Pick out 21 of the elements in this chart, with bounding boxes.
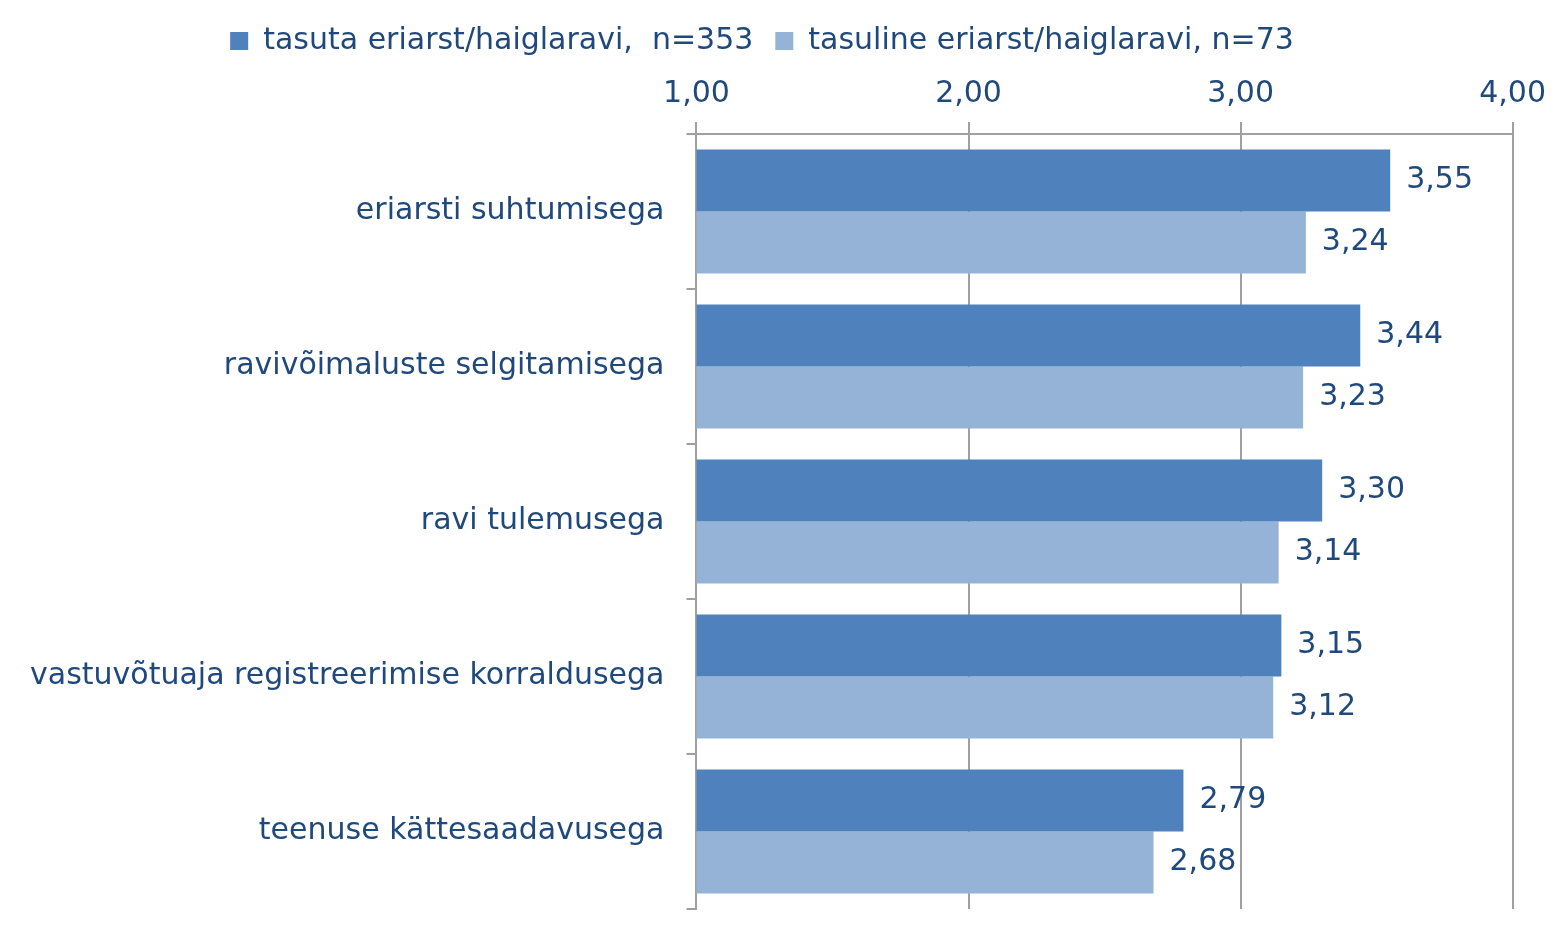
- y-tick-label: teenuse kättesaadavusega: [258, 811, 665, 847]
- y-tick-label: ravivõimaluste selgitamisega: [223, 346, 665, 382]
- y-tick-label: ravi tulemusega: [420, 501, 665, 537]
- x-tick-label: 3,00: [1207, 73, 1274, 109]
- legend-label: tasuta eriarst/haiglaravi, n=353: [263, 20, 754, 56]
- data-label: 3,24: [1321, 222, 1389, 258]
- data-label: 3,30: [1338, 470, 1405, 506]
- x-tick-label: 2,00: [935, 73, 1002, 109]
- x-tick-label: 4,00: [1479, 73, 1546, 109]
- y-tick-label: vastuvõtuaja registreerimise korraldusega: [30, 656, 665, 692]
- data-label: 2,68: [1169, 842, 1237, 878]
- data-label: 3,44: [1376, 315, 1444, 351]
- data-label: 3,55: [1406, 160, 1473, 196]
- legend-label: tasuline eriarst/haiglaravi, n=73: [808, 20, 1294, 56]
- data-label: 3,15: [1297, 625, 1365, 661]
- y-tick-label: eriarsti suhtumisega: [355, 191, 665, 227]
- data-label: 3,12: [1289, 687, 1357, 723]
- data-label: 2,79: [1199, 780, 1267, 816]
- x-tick-label: 1,00: [663, 73, 730, 109]
- data-label: 3,23: [1319, 377, 1386, 413]
- data-label: 3,14: [1294, 532, 1362, 568]
